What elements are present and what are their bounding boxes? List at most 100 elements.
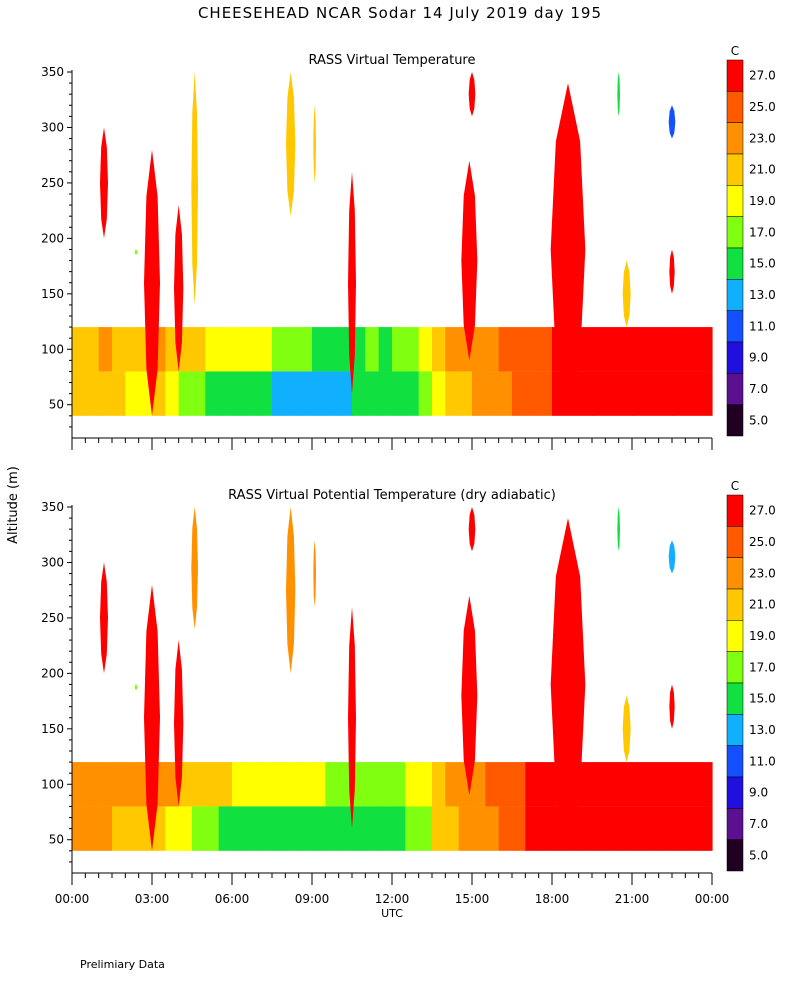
plume [100,127,108,239]
layer-cell [672,762,686,807]
layer-cell [125,762,140,807]
colorbar-label: 17.0 [749,660,776,674]
layer-cell [192,762,206,807]
plume [144,149,160,416]
layer-cell [472,762,486,807]
panel-virtual-temperature: RASS Virtual Temperature 50 100 150 200 250 30… [41,44,776,450]
layer-cell [85,762,100,807]
layer-cell [72,806,86,851]
layer-cell [378,327,393,372]
colorbar-swatch [726,494,744,527]
y-tick-label: 200 [41,231,64,245]
layer-cell [605,371,620,416]
layer-cell [192,806,206,851]
layer-cell [338,806,353,851]
colorbar-label: 25.0 [749,100,776,114]
layer-cell [378,806,393,851]
layer-cell [605,806,620,851]
layer-cell [538,762,553,807]
layer-cell [418,371,433,416]
layer-cell [352,806,366,851]
layer-cell [178,371,193,416]
layer-cell [72,327,86,372]
colorbar-swatch [726,91,744,123]
layer-cell [472,806,486,851]
colorbar-label: 9.0 [749,786,768,800]
layer-cell [498,327,513,372]
colorbar-label: 15.0 [749,257,776,271]
layer-cell [418,327,433,372]
plume [174,205,184,372]
x-axis-label: UTC [381,907,403,920]
layer-cell [658,371,673,416]
colorbar-unit: C [731,479,739,493]
layer-cell [592,327,606,372]
layer-cell [312,371,326,416]
plume [348,171,356,394]
x-tick-label: 09:00 [295,892,330,906]
layer-cell [472,327,486,372]
layer-cell [165,371,180,416]
layer-cell [298,371,313,416]
layer-cell [98,327,113,372]
layer-cell [392,806,406,851]
colorbar-label: 27.0 [749,504,776,518]
colorbar-swatch [726,185,744,217]
panel-virtual-potential-temperature: RASS Virtual Potential Temperature (dry … [41,479,776,920]
colorbar-swatch [726,714,744,746]
colorbar-label: 13.0 [749,723,776,737]
layer-cell [232,762,246,807]
layer-cell [85,327,100,372]
plume [617,507,620,552]
layer-cell [645,762,660,807]
layer-cell [205,371,220,416]
layer-cell [285,371,300,416]
panel-title: RASS Virtual Temperature [309,53,476,68]
layer-cell [578,371,593,416]
sodar-figure: RASS Virtual Temperature 50 100 150 200 250 30… [6,44,776,920]
layer-cell [312,327,326,372]
y-tick-label: 150 [41,287,64,301]
layer-cell [205,806,220,851]
layer-cell [298,327,313,372]
layer-cell [698,371,713,416]
layer-cell [418,762,433,807]
layer-cell [258,371,273,416]
colorbar-swatch [726,745,744,778]
layer-cell [445,327,460,372]
colorbar-swatch [726,373,744,405]
colorbar-label: 25.0 [749,535,776,549]
layer-cell [432,327,446,372]
colorbar-swatch [726,122,744,155]
x-tick-label: 00:00 [695,892,730,906]
x-tick-label: 21:00 [615,892,650,906]
plume [468,507,476,552]
layer-cell [592,762,606,807]
layer-cell [112,371,126,416]
layer-cell [245,762,260,807]
colorbar-swatch [726,620,744,652]
layer-cell [258,327,273,372]
layer-cell [538,806,553,851]
y-tick-label: 350 [41,500,64,514]
layer-cell [645,806,660,851]
plume [174,640,184,807]
layer-cell [618,371,633,416]
layer-cell [258,762,273,807]
colorbar-swatch [726,651,744,684]
layer-cell [218,806,233,851]
main-title: CHEESEHEAD NCAR Sodar 14 July 2019 day 1… [197,4,603,22]
layer-cell [618,327,633,372]
layer-cell [218,327,233,372]
layer-cell [192,371,206,416]
layer-cell [485,371,500,416]
colorbar-label: 9.0 [749,351,768,365]
x-tick-label: 00:00 [55,892,90,906]
plume [617,72,620,117]
colorbar-label: 19.0 [749,629,776,643]
x-tick-label: 15:00 [455,892,490,906]
layer-cell [525,327,540,372]
layer-cell [272,762,286,807]
layer-cell [538,327,553,372]
layer-cell [632,806,646,851]
